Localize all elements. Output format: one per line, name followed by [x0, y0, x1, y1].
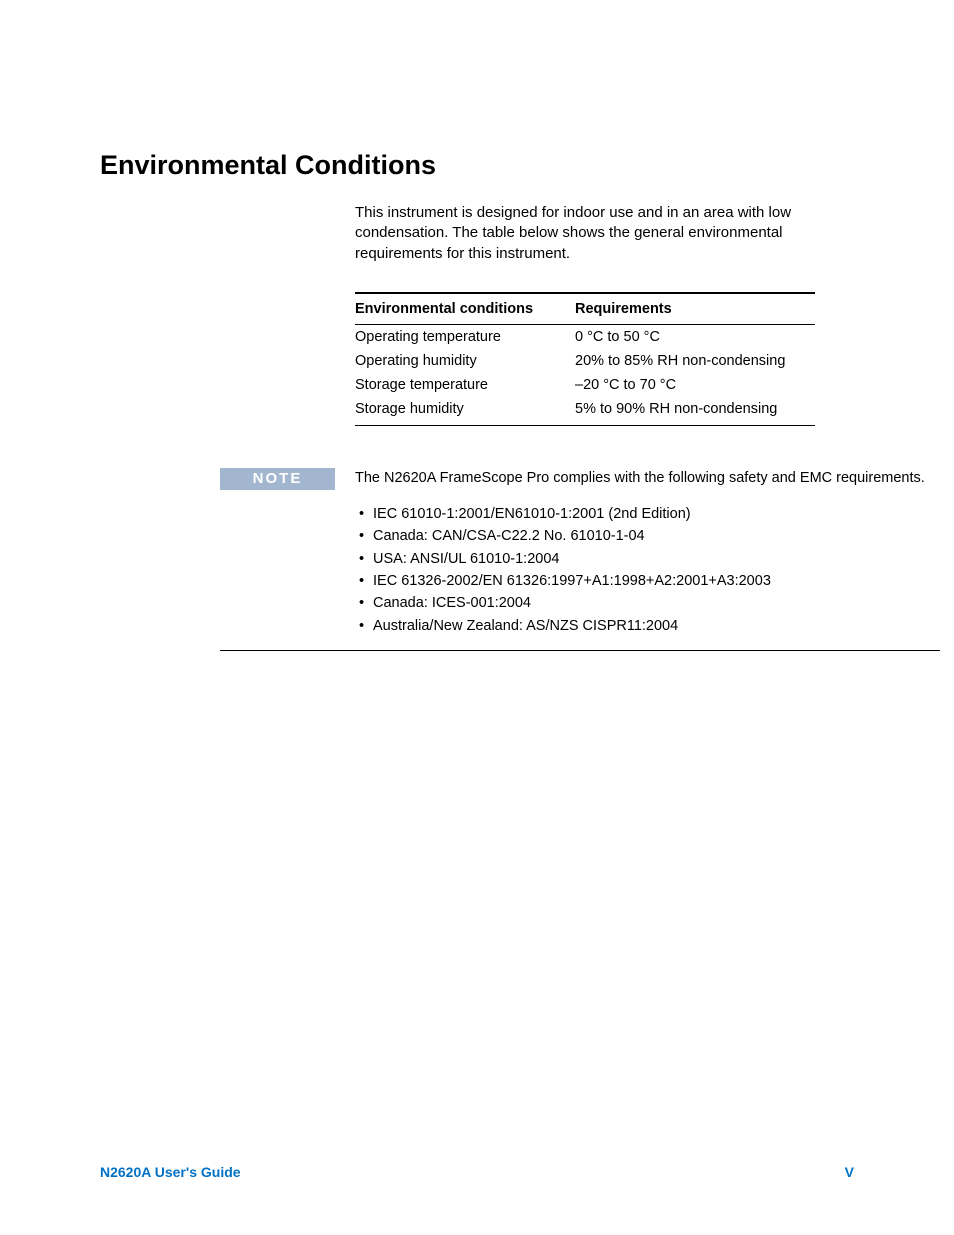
table-cell-requirement: 20% to 85% RH non-condensing: [575, 349, 815, 373]
table-cell-condition: Operating temperature: [355, 324, 575, 349]
list-item: IEC 61326-2002/EN 61326:1997+A1:1998+A2:…: [373, 571, 940, 591]
table-cell-requirement: –20 °C to 70 °C: [575, 373, 815, 397]
list-item: Canada: CAN/CSA-C22.2 No. 61010-1-04: [373, 526, 940, 546]
footer-page-number: V: [845, 1164, 854, 1180]
note-badge: NOTE: [220, 468, 335, 490]
environmental-conditions-table: Environmental conditions Requirements Op…: [355, 292, 815, 426]
list-item: USA: ANSI/UL 61010-1:2004: [373, 549, 940, 569]
table-cell-condition: Storage temperature: [355, 373, 575, 397]
footer-guide-title: N2620A User's Guide: [100, 1164, 241, 1180]
table-row: Operating temperature 0 °C to 50 °C: [355, 324, 815, 349]
table-row: Operating humidity 20% to 85% RH non-con…: [355, 349, 815, 373]
table-header-requirements: Requirements: [575, 293, 815, 325]
intro-paragraph: This instrument is designed for indoor u…: [355, 203, 854, 264]
page: Environmental Conditions This instrument…: [0, 0, 954, 1235]
section-title: Environmental Conditions: [100, 150, 854, 181]
page-footer: N2620A User's Guide V: [100, 1164, 854, 1180]
note-body: The N2620A FrameScope Pro complies with …: [355, 468, 940, 646]
note-separator: [220, 650, 940, 651]
table-header-conditions: Environmental conditions: [355, 293, 575, 325]
list-item: Canada: ICES-001:2004: [373, 593, 940, 613]
compliance-list: IEC 61010-1:2001/EN61010-1:2001 (2nd Edi…: [355, 504, 940, 636]
table-header-row: Environmental conditions Requirements: [355, 293, 815, 325]
table-cell-requirement: 5% to 90% RH non-condensing: [575, 397, 815, 426]
note-text: The N2620A FrameScope Pro complies with …: [355, 468, 940, 488]
table-cell-requirement: 0 °C to 50 °C: [575, 324, 815, 349]
table-row: Storage humidity 5% to 90% RH non-conden…: [355, 397, 815, 426]
list-item: IEC 61010-1:2001/EN61010-1:2001 (2nd Edi…: [373, 504, 940, 524]
note-block: NOTE The N2620A FrameScope Pro complies …: [220, 468, 940, 646]
table-row: Storage temperature –20 °C to 70 °C: [355, 373, 815, 397]
list-item: Australia/New Zealand: AS/NZS CISPR11:20…: [373, 616, 940, 636]
table-cell-condition: Operating humidity: [355, 349, 575, 373]
table-cell-condition: Storage humidity: [355, 397, 575, 426]
